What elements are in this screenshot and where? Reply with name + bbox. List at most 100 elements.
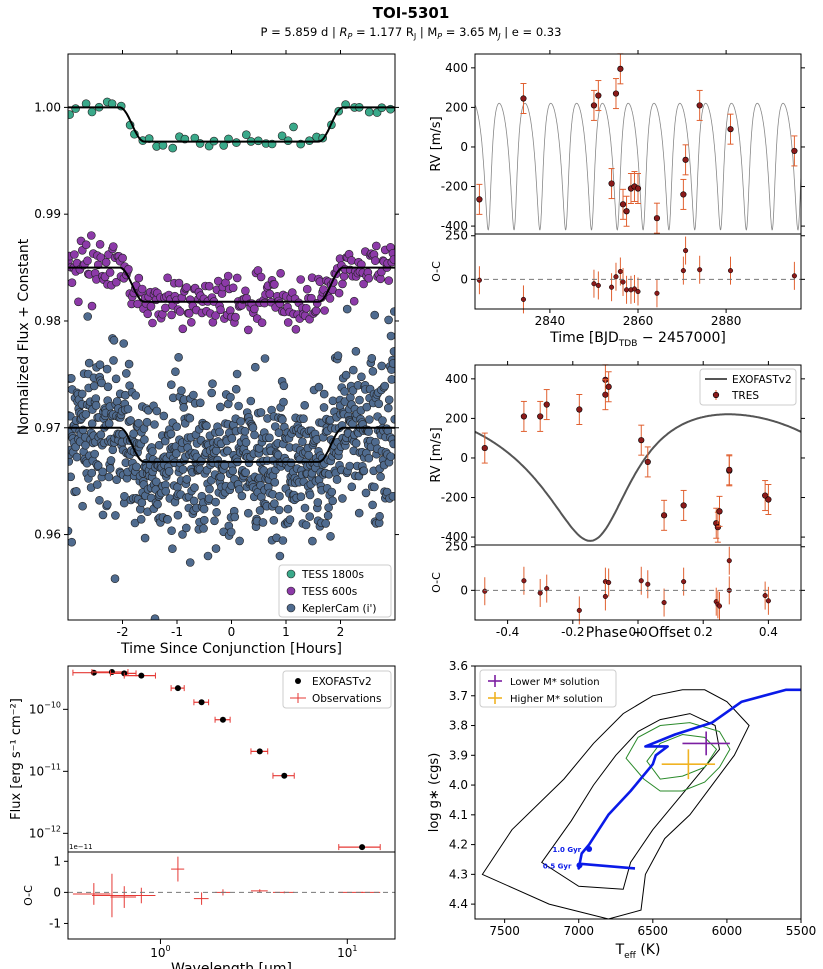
resid-point bbox=[591, 281, 597, 287]
transit-point bbox=[168, 143, 177, 153]
transit-point bbox=[152, 477, 161, 487]
rv-time-xlabel: Time [BJDTDB − 2457000] bbox=[549, 330, 726, 349]
transit-point bbox=[237, 491, 247, 501]
transit-point bbox=[68, 457, 74, 466]
y-tick-label: 1 bbox=[53, 854, 61, 868]
resid-point bbox=[727, 268, 734, 274]
resid-point bbox=[631, 286, 638, 292]
transit-point bbox=[87, 107, 97, 117]
y-tick-label: 3.7 bbox=[449, 689, 468, 703]
sed-xlabel: Wavelength [μm] bbox=[171, 961, 292, 969]
hr-age-point bbox=[576, 862, 583, 869]
sed-model-point bbox=[359, 844, 366, 851]
transit-point bbox=[291, 324, 301, 334]
rv-point bbox=[653, 215, 661, 222]
y-tick-label: 0 bbox=[460, 583, 468, 597]
transit-point bbox=[308, 536, 317, 546]
transit-point bbox=[142, 417, 152, 427]
transit-point bbox=[227, 434, 237, 443]
transit-point bbox=[101, 257, 111, 267]
transit-point bbox=[341, 370, 351, 380]
transit-point bbox=[105, 268, 115, 277]
transit-point bbox=[351, 346, 361, 356]
x-tick-label: -1 bbox=[171, 625, 183, 639]
transit-point bbox=[301, 303, 311, 313]
transit-point bbox=[351, 438, 361, 448]
transit-point bbox=[361, 488, 371, 498]
y-tick-label: 4.0 bbox=[449, 778, 468, 792]
resid-point bbox=[595, 282, 601, 289]
transit-point bbox=[98, 510, 108, 520]
transit-point bbox=[164, 467, 174, 476]
transit-point bbox=[375, 511, 384, 521]
transit-point bbox=[68, 472, 75, 482]
transit-point bbox=[177, 386, 186, 395]
resid-point bbox=[606, 579, 612, 586]
rv-point bbox=[476, 196, 483, 203]
transit-point bbox=[95, 240, 105, 249]
transit-point bbox=[205, 484, 214, 494]
transit-model-line bbox=[68, 266, 395, 303]
transit-point bbox=[211, 311, 220, 320]
resid-point bbox=[609, 284, 615, 290]
rv-model-line bbox=[475, 102, 801, 231]
hr-evolution-track bbox=[577, 688, 801, 870]
transit-point bbox=[270, 280, 279, 289]
transit-point bbox=[215, 427, 224, 437]
transit-point bbox=[364, 427, 373, 436]
transit-point bbox=[74, 297, 83, 307]
y-tick-label: 4.2 bbox=[449, 838, 468, 852]
transit-point bbox=[185, 413, 195, 423]
rv-point bbox=[590, 102, 598, 109]
legend-marker bbox=[286, 586, 296, 596]
transit-point bbox=[150, 420, 159, 429]
resid-point bbox=[654, 290, 660, 296]
resid-point bbox=[620, 279, 626, 285]
legend-marker bbox=[295, 678, 301, 684]
transit-point bbox=[386, 331, 395, 341]
transit-point bbox=[98, 467, 107, 477]
transit-point bbox=[199, 524, 208, 533]
transit-point bbox=[305, 512, 315, 521]
resid-point bbox=[683, 248, 689, 254]
transit-point bbox=[279, 397, 288, 407]
transit-point bbox=[111, 374, 121, 384]
rv-point bbox=[660, 512, 668, 519]
legend-marker bbox=[286, 603, 296, 613]
legend-box bbox=[282, 670, 392, 709]
x-tick-label: -0.4 bbox=[496, 625, 519, 639]
x-tick-label: 0.0 bbox=[628, 625, 647, 639]
rv-point bbox=[543, 401, 550, 408]
transit-point bbox=[204, 494, 214, 503]
hr-legend: Lower M* solution Higher M* solution bbox=[479, 669, 617, 708]
transit-point bbox=[124, 359, 134, 369]
x-tick-label: 101 bbox=[337, 944, 357, 960]
transit-point bbox=[167, 380, 176, 390]
transit-point bbox=[368, 366, 378, 376]
hr-diagram-panel: 1.0 Gyr 0.5 Gyr 7500 7000 6500 6000 5500 3.6 3.7… bbox=[427, 659, 816, 961]
transit-point bbox=[90, 449, 99, 459]
transit-point bbox=[105, 464, 115, 473]
transit-point bbox=[161, 303, 170, 313]
transit-point bbox=[150, 614, 160, 620]
transit-point bbox=[136, 514, 146, 524]
rv-phase-xlabel: Phase + Offset bbox=[586, 625, 691, 641]
transit-point bbox=[270, 477, 280, 487]
y-tick-label: 4.3 bbox=[449, 867, 468, 881]
transit-point bbox=[241, 468, 250, 477]
resid-point bbox=[680, 268, 686, 274]
transit-point bbox=[72, 452, 82, 462]
transit-point bbox=[84, 358, 94, 368]
rv-phase-legend: EXOFASTv2 TRES bbox=[699, 368, 797, 406]
transit-point bbox=[202, 421, 211, 431]
transit-point bbox=[89, 381, 99, 391]
transit-point bbox=[325, 294, 335, 303]
transit-point bbox=[137, 284, 147, 294]
transit-point bbox=[377, 361, 387, 371]
y-tick-label: 0 bbox=[460, 272, 468, 286]
hr-age-label: 1.0 Gyr bbox=[552, 846, 581, 854]
transit-point bbox=[256, 408, 266, 417]
transit-point bbox=[226, 392, 235, 402]
transit-point bbox=[319, 389, 329, 399]
x-tick-label: 7500 bbox=[489, 924, 520, 938]
